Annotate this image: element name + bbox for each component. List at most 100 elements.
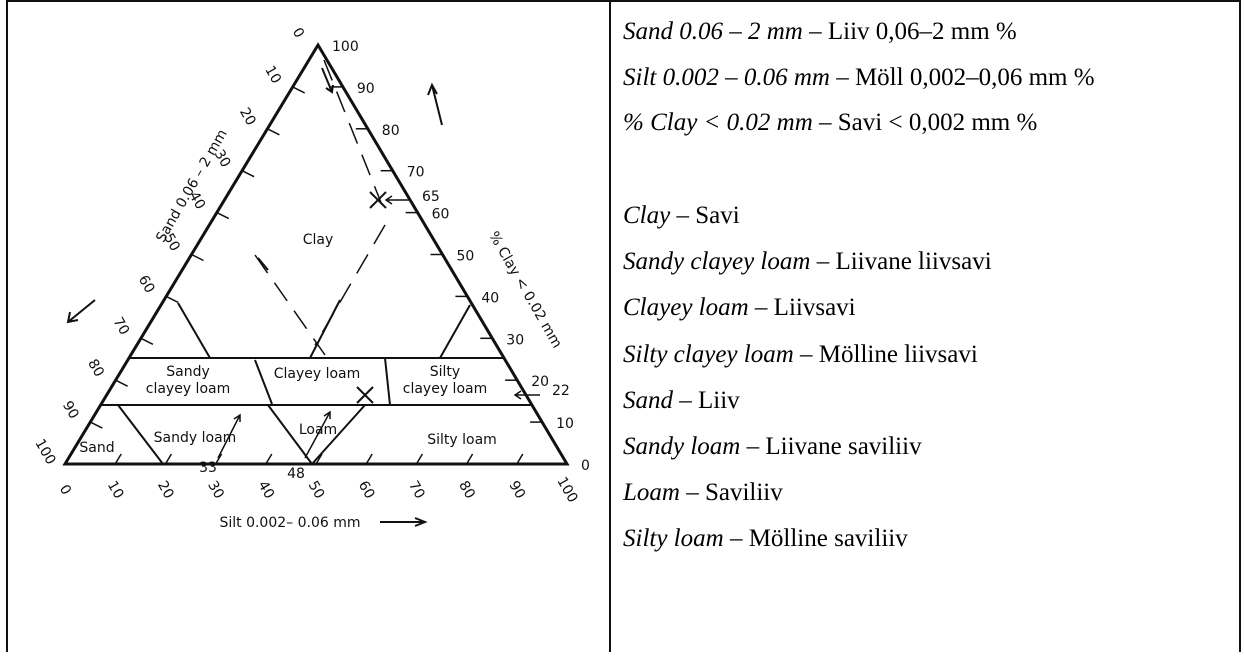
tick-mark — [241, 170, 255, 178]
term: Clay — [623, 202, 671, 229]
tick-label: 60 — [135, 273, 158, 296]
tick-label: 30 — [211, 147, 234, 170]
legend-row: Clay – Savi — [623, 201, 740, 231]
term: Silty loam — [623, 525, 724, 553]
tick-label: 100 — [553, 474, 580, 505]
translation: – Savi < 0,002 mm % — [812, 109, 1038, 137]
tick-label: 80 — [84, 356, 107, 379]
tick-label: 60 — [432, 207, 450, 223]
region-label: Clay — [303, 232, 334, 248]
legend-row: Sandy loam – Liivane saviliiv — [623, 432, 922, 462]
annotation: 22 — [552, 383, 570, 399]
tick-mark — [415, 453, 424, 465]
tick-mark — [214, 453, 223, 465]
region-label: Sandy loam — [154, 430, 237, 446]
translation: – Liivane saviliiv — [740, 433, 922, 460]
tick-label: 20 — [154, 478, 177, 501]
legend-row: Loam – Saviliiv — [623, 478, 783, 508]
tick-label: 10 — [556, 416, 574, 432]
translation: – Mölline liivsavi — [793, 340, 978, 368]
translation: – Liivsavi — [748, 294, 856, 322]
tick-label: 90 — [357, 81, 375, 97]
tick-label: 100 — [332, 39, 359, 55]
region-label: Clayey loam — [274, 366, 361, 382]
tick-mark — [89, 421, 103, 429]
tick-mark — [165, 295, 179, 304]
term: Clayey loam — [623, 294, 749, 322]
tick-label: 50 — [160, 231, 183, 254]
legend-row: % Clay < 0.02 mm – Savi < 0,002 mm % — [623, 108, 1037, 138]
tick-mark — [267, 128, 280, 136]
tick-label: 90 — [505, 478, 528, 501]
tick-label: 60 — [355, 478, 378, 501]
translation: – Mölline saviliiv — [723, 525, 908, 553]
region-label: Sand — [79, 440, 114, 456]
legend-row: Silt 0.002 – 0.06 mm – Möll 0,002–0,06 m… — [623, 63, 1095, 93]
tick-mark — [465, 453, 474, 465]
tick-label: 30 — [204, 478, 227, 501]
tick-label: 80 — [382, 123, 400, 139]
tick-mark — [191, 253, 204, 262]
translation: – Liiv — [673, 386, 740, 414]
tick-label: 50 — [457, 249, 475, 265]
tick-label: 0 — [56, 482, 74, 498]
tick-label: 40 — [481, 290, 499, 306]
region-label: clayey loam — [146, 381, 230, 397]
translation: – Liiv 0,06–2 mm % — [802, 18, 1017, 45]
tick-label: 100 — [31, 436, 58, 467]
region-label: Silty — [430, 364, 460, 380]
translation: – Saviliiv — [679, 479, 783, 507]
tick-label: 70 — [110, 315, 133, 338]
term: Sandy clayey loam — [623, 248, 811, 276]
annotation: 33 — [199, 460, 217, 476]
term: Sand — [623, 386, 673, 414]
axis-label: Sand 0.06 – 2 mm — [153, 127, 231, 245]
tick-label: 10 — [261, 63, 284, 86]
tick-label: 50 — [305, 478, 328, 501]
ternary-diagram: Clay Sandy clayey loam Clayey loam Silty… — [31, 25, 590, 531]
class-boundary — [117, 299, 471, 465]
tick-mark — [315, 453, 323, 465]
tick-mark — [115, 379, 128, 387]
tick-label: 80 — [455, 478, 478, 501]
legend-row: Silty loam – Mölline saviliiv — [623, 524, 908, 554]
term: Silty clayey loam — [623, 340, 794, 368]
tick-label: 40 — [254, 478, 277, 501]
dashed-guide — [254, 59, 386, 356]
tick-label: 0 — [581, 458, 590, 474]
tick-label: 20 — [236, 105, 259, 128]
term: Sandy loam — [623, 433, 741, 460]
region-label: Loam — [299, 422, 337, 438]
annotation: 48 — [287, 466, 305, 482]
translation: – Liivane liivsavi — [810, 248, 992, 276]
tick-label: 70 — [405, 478, 428, 501]
tick-label: 30 — [506, 332, 524, 348]
legend-row: Sand 0.06 – 2 mm – Liiv 0,06–2 mm % — [623, 17, 1017, 47]
tick-label: 10 — [104, 478, 127, 501]
tick-mark — [216, 211, 230, 220]
annotation: 65 — [422, 189, 440, 205]
translation: – Savi — [670, 202, 740, 229]
point-marker — [356, 191, 387, 404]
tick-mark — [265, 453, 273, 465]
arrow — [66, 67, 443, 527]
tick-mark — [292, 86, 306, 94]
region-label: clayey loam — [403, 381, 487, 397]
tick-label: 20 — [531, 374, 549, 390]
tick-label: 0 — [289, 25, 307, 41]
tick-mark — [516, 453, 524, 465]
tick-label: 40 — [185, 189, 208, 212]
term: Loam — [623, 479, 680, 507]
tick-label: 70 — [407, 165, 425, 181]
axis-label: Silt 0.002– 0.06 mm — [219, 515, 360, 531]
tick-mark — [164, 453, 173, 465]
term: Sand 0.06 – 2 mm — [623, 18, 803, 45]
term: % Clay < 0.02 mm — [623, 109, 813, 137]
region-label: Sandy — [166, 364, 210, 380]
translation: – Möll 0,002–0,06 mm % — [829, 63, 1095, 91]
tick-mark — [140, 337, 154, 345]
triangle — [62, 42, 570, 466]
tick-mark — [365, 453, 373, 465]
